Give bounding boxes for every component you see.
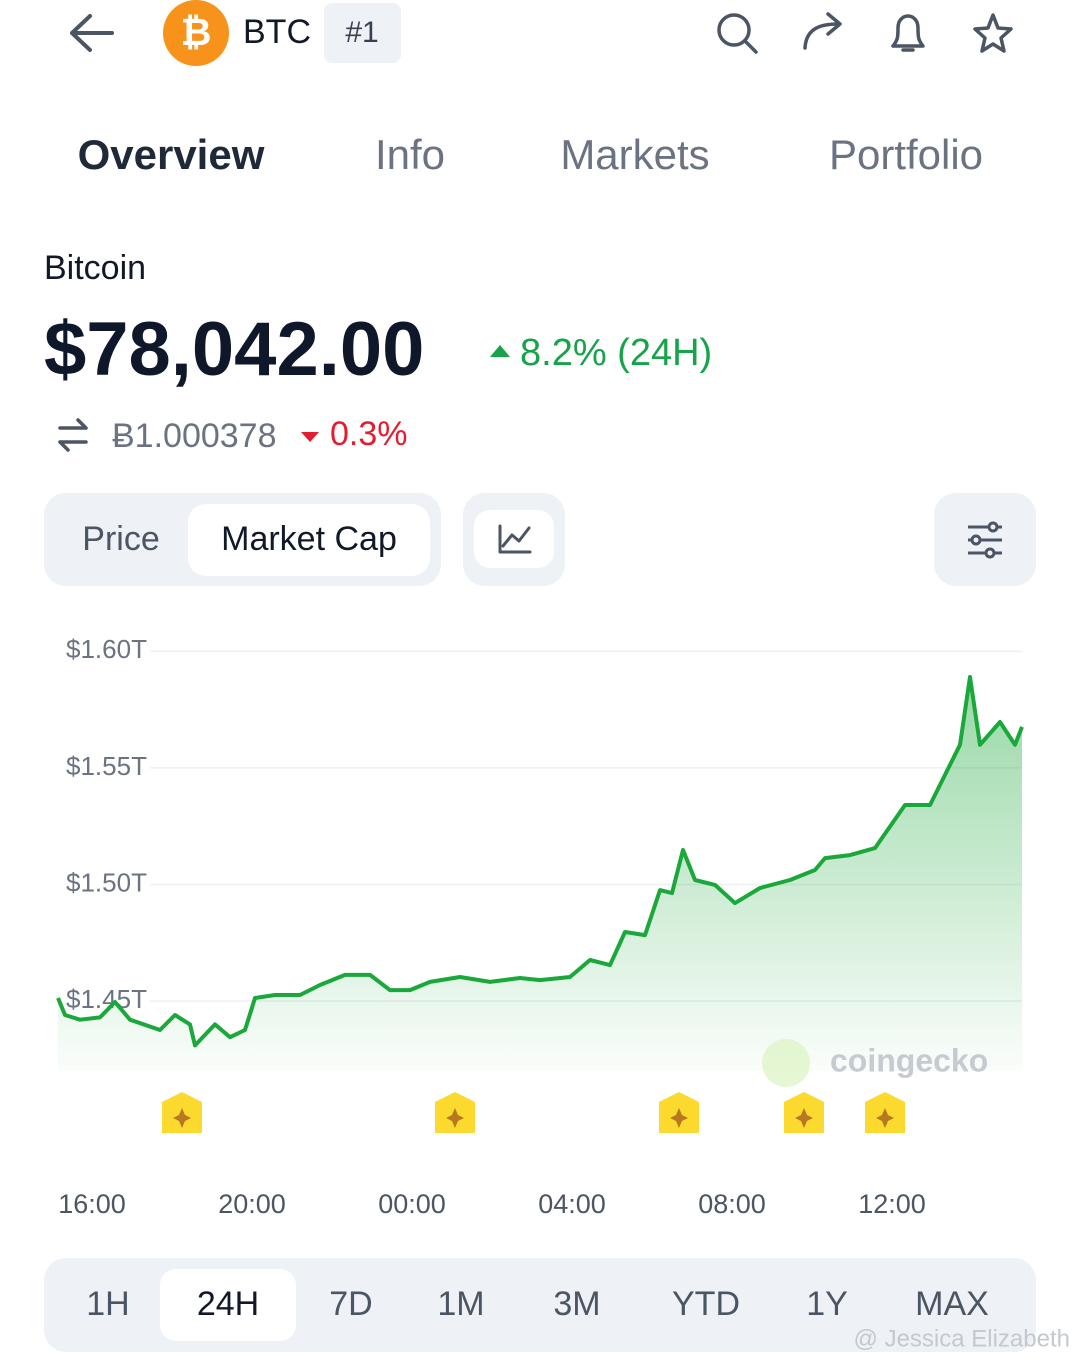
event-star [446, 1108, 464, 1128]
toggle-option[interactable]: Market Cap [221, 520, 397, 558]
toggle-selected [188, 504, 430, 576]
x-tick-label: 16:00 [58, 1189, 126, 1219]
x-tick-label: 20:00 [218, 1189, 286, 1219]
btc-change: 0.3% [330, 415, 408, 453]
share-button[interactable] [803, 12, 842, 50]
range-button[interactable]: MAX [915, 1285, 989, 1323]
rank-badge [324, 3, 401, 63]
back-button[interactable] [70, 14, 114, 52]
y-tick-label: $1.55T [66, 751, 147, 781]
event-star [173, 1108, 191, 1128]
up-arrow [490, 345, 510, 357]
rank: #1 [345, 16, 378, 49]
btc-logo [163, 0, 229, 66]
x-tick-label: 04:00 [538, 1189, 606, 1219]
tab[interactable]: Info [375, 131, 445, 178]
range-button[interactable]: 1M [437, 1285, 484, 1323]
chart-type-icon [498, 524, 532, 554]
down-arrow [301, 432, 319, 442]
event-star [795, 1108, 813, 1128]
range-button[interactable]: 1Y [806, 1285, 848, 1323]
y-tick-label: $1.60T [66, 634, 147, 664]
range-button[interactable]: 3M [553, 1285, 600, 1323]
watermark-logo [762, 1039, 810, 1087]
line [56, 675, 1024, 1048]
range-button[interactable]: 24H [197, 1285, 259, 1323]
x-tick-label: 00:00 [378, 1189, 446, 1219]
alert-button[interactable] [891, 14, 925, 52]
event-star [670, 1108, 688, 1128]
range-selected [160, 1269, 296, 1341]
search-button[interactable] [717, 13, 758, 54]
settings-icon [968, 521, 1002, 559]
btc-logo-glyph: ₿ [181, 12, 212, 54]
price-change: 8.2% (24H) [520, 332, 712, 374]
tab[interactable]: Portfolio [829, 131, 983, 178]
btc-price: Ƀ1.000378 [112, 417, 277, 455]
tab[interactable]: Overview [78, 131, 265, 178]
watchlist-button[interactable] [973, 13, 1013, 53]
range-button[interactable]: 1H [86, 1285, 129, 1323]
credit: @ Jessica Elizabeth [854, 1325, 1070, 1352]
toggle-option[interactable]: Price [82, 520, 159, 558]
price: $78,042.00 [44, 307, 424, 392]
y-tick-label: $1.50T [66, 867, 147, 897]
chart-type-button[interactable] [474, 510, 554, 568]
x-tick-label: 12:00 [858, 1189, 926, 1219]
symbol: BTC [243, 13, 311, 51]
range-button[interactable]: 7D [329, 1285, 372, 1323]
event-star [876, 1108, 894, 1128]
coin-name: Bitcoin [44, 249, 146, 287]
watermark: coingecko [830, 1042, 988, 1078]
tab[interactable]: Markets [560, 131, 709, 178]
range-button[interactable]: YTD [672, 1285, 740, 1323]
x-tick-label: 08:00 [698, 1189, 766, 1219]
convert-icon [58, 418, 88, 452]
area [58, 677, 1022, 1071]
